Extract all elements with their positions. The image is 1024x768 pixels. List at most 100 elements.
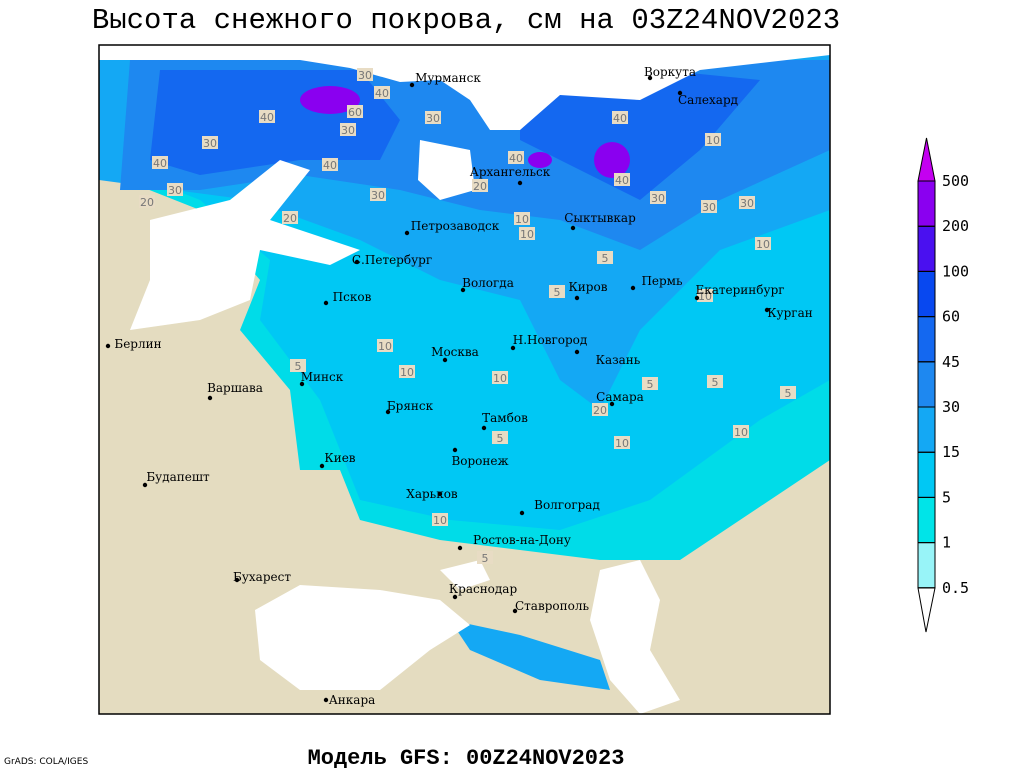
contour-label-bg [282,211,298,224]
city-label: Москва [431,345,479,359]
contour-label-bg [614,173,630,186]
contour-label-bg [425,111,441,124]
city-label: Архангельск [470,165,551,179]
city-dot [574,295,580,301]
contour-label-bg [733,425,749,438]
contour-label: 20 [473,180,487,193]
contour-label: 30 [426,112,440,125]
azov-sea [440,560,490,590]
city-label: Анкара [329,693,376,707]
city-dot [234,577,240,583]
city-dot [764,307,770,313]
city-dot [694,295,700,301]
legend-low-tip [917,587,936,633]
city-label: Псков [333,290,372,304]
contour-label: 5 [482,552,489,565]
contour-label: 40 [260,111,274,124]
legend-label: 5 [942,488,951,506]
contour-label-bg [755,237,771,250]
contour-label-bg [472,179,488,192]
contour-label: 10 [433,514,447,527]
contour-label: 10 [756,238,770,251]
city-label: Харьков [406,487,458,501]
contour-label: 10 [400,366,414,379]
white-sea [418,140,475,200]
black-sea [255,585,470,690]
city-dot [452,447,458,453]
contour-label-bg [347,105,363,118]
legend-label: 60 [942,308,960,326]
city-dot [647,75,653,81]
contour-label-bg [549,285,565,298]
contour-label-bg [340,123,356,136]
city-dot [105,343,111,349]
contour-label-bg [697,289,713,302]
contour-label-bg [642,377,658,390]
contour-label: 10 [520,228,534,241]
city-label: Сыктывкар [564,211,636,225]
city-label: Волгоград [534,498,600,512]
contour-label-bg [514,212,530,225]
city-dot [323,300,329,306]
snow-patch [528,152,552,168]
city-dot [517,180,523,186]
contour-label-bg [374,86,390,99]
city-dot [142,482,148,488]
contour-label: 20 [283,212,297,225]
city-dot [323,697,329,703]
contour-label-bg [707,375,723,388]
city-label: Самара [596,390,644,404]
contour-label: 30 [168,184,182,197]
legend-label: 30 [942,398,960,416]
contour-label-bg [139,195,155,208]
contour-label: 40 [153,157,167,170]
contour-label-bg [739,196,755,209]
snow-caucasus [450,620,610,690]
contour-label-bg [202,136,218,149]
city-dot [630,285,636,291]
contour-label: 5 [712,376,719,389]
city-label: Курган [767,306,812,320]
legend-label: 500 [942,172,969,190]
city-dot [519,510,525,516]
baltic-sea [130,160,360,330]
city-dot [319,463,325,469]
city-label: Петрозаводск [411,219,500,233]
city-dot [404,230,410,236]
contour-label: 10 [378,340,392,353]
contour-label-bg [322,158,338,171]
city-label: Н.Новгород [513,333,588,347]
legend-label: 0.5 [942,579,969,597]
city-label: Будапешт [146,470,210,484]
contour-label: 40 [613,112,627,125]
contour-label-bg [492,371,508,384]
legend-swatch [917,361,936,408]
city-label: Киев [324,451,355,465]
city-dot [442,357,448,363]
city-label: Мурманск [415,71,481,85]
contour-label-bg [290,359,306,372]
contour-label: 5 [295,360,302,373]
city-label: Ростов-на-Дону [473,533,571,547]
city-label: Салехард [678,93,738,107]
contour-label-bg [399,365,415,378]
contour-label-bg [152,156,168,169]
contour-label-bg [492,431,508,444]
contour-label-bg [508,151,524,164]
contour-label: 40 [509,152,523,165]
arctic-sea [99,45,830,130]
map-frame [98,44,831,715]
contour-label: 10 [515,213,529,226]
contour-label: 20 [593,404,607,417]
city-dot [385,409,391,415]
legend-label: 15 [942,443,960,461]
city-label: Ставрополь [515,599,589,613]
city-label: Тамбов [482,411,528,425]
legend-swatch [917,406,936,453]
city-dot [457,545,463,551]
contour-label-bg [705,133,721,146]
city-dot [609,401,615,407]
contour-label: 10 [698,290,712,303]
contour-label-bg [597,251,613,264]
contour-label: 30 [358,69,372,82]
